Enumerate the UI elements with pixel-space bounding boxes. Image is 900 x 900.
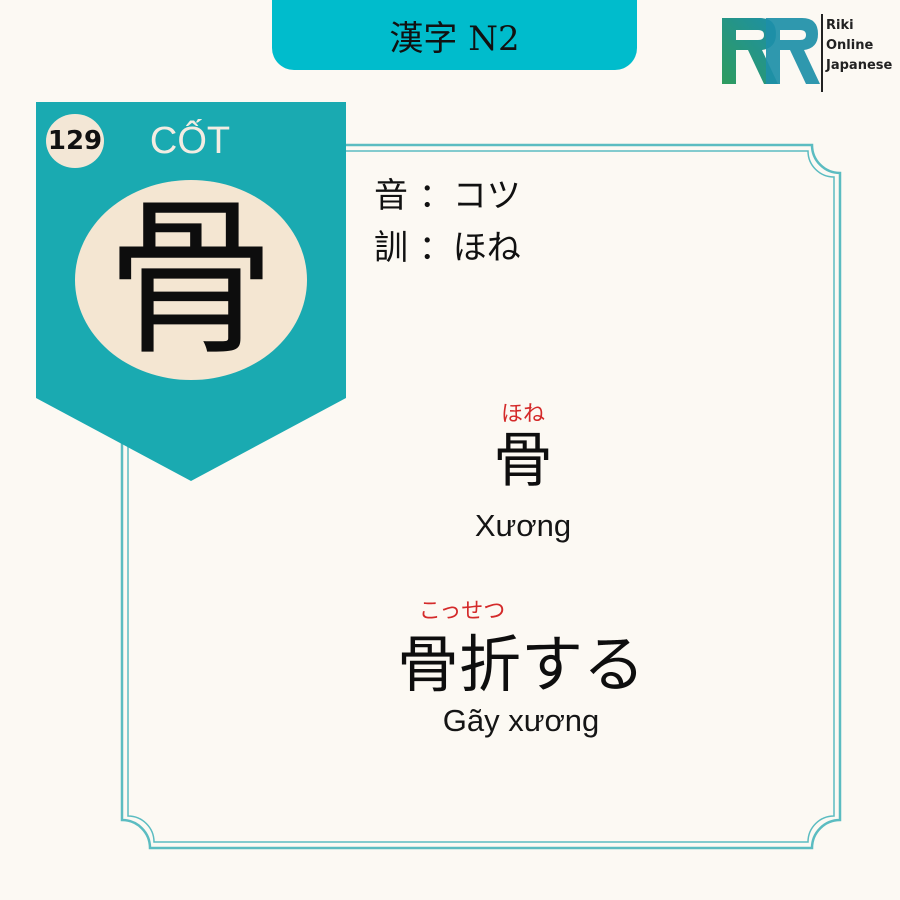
logo-text: Riki Online Japanese [826,16,892,76]
logo-line: Online [826,38,874,53]
kun-reading: 訓 ：ほね [374,228,521,268]
kanji-character: 骨 [105,181,276,379]
logo-divider [821,14,823,92]
riki-logo: Riki Online Japanese [720,14,898,94]
kanji-number-badge: 129 [46,114,104,168]
vocab-word: 骨 [493,426,553,496]
vocab-meaning: Gãy xương [442,703,600,738]
header-tab: 漢字 N2 [272,0,637,70]
vocab-word: 骨折する [396,628,645,701]
vocab-furigana: ほね [500,402,545,427]
logo-line: Japanese [826,58,893,73]
vocab-furigana: こっせつ [418,599,506,624]
han-viet-reading: CỐT [149,120,231,162]
logo-line: Riki [826,18,854,33]
riki-logo-mark [722,18,820,84]
kanji-circle: 骨 [75,180,307,380]
vocab-meaning: Xương [474,508,572,543]
kanji-number: 129 [47,126,103,156]
on-reading: 音 ：コツ [374,176,521,216]
header-title: 漢字 N2 [389,18,520,59]
